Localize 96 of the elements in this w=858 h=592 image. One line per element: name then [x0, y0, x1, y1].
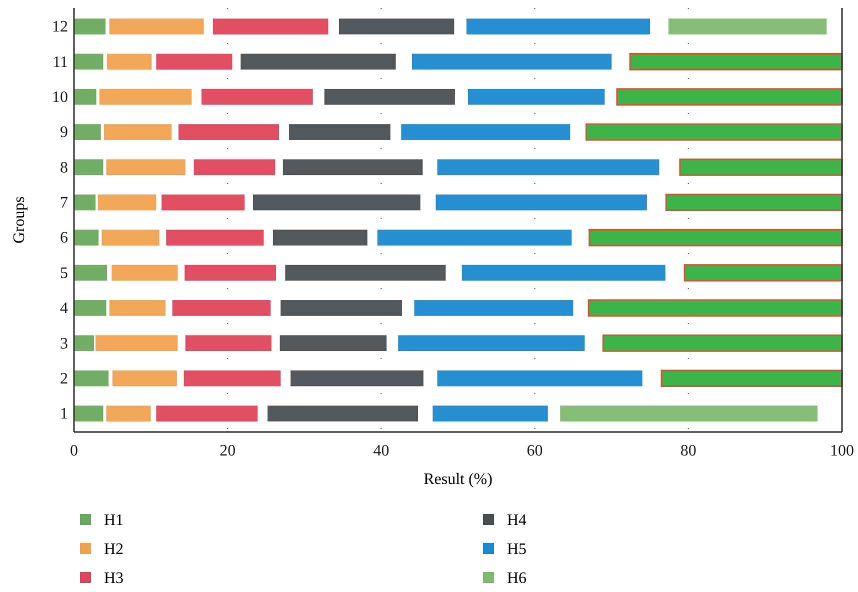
- bar: [99, 88, 192, 105]
- bar: [156, 54, 232, 70]
- bar: [436, 194, 647, 210]
- y-tick-label: 9: [60, 124, 68, 142]
- bar: [112, 370, 177, 386]
- bar: [679, 158, 843, 176]
- y-tick-label: 2: [60, 370, 68, 388]
- bar: [74, 159, 104, 176]
- bar: [74, 370, 109, 386]
- bar: [107, 54, 152, 70]
- y-tick-label: 12: [52, 18, 68, 36]
- bar: [74, 54, 104, 70]
- bar: [629, 52, 843, 70]
- legend-label: H1: [104, 512, 124, 529]
- x-tick-label: 40: [373, 442, 390, 460]
- legend-label: H5: [507, 541, 527, 558]
- bar: [268, 406, 418, 422]
- bar: [74, 18, 106, 34]
- bar: [74, 88, 96, 105]
- y-tick-label: 8: [60, 159, 68, 176]
- bar: [194, 159, 276, 176]
- bar: [74, 230, 99, 246]
- x-tick-label: 80: [680, 442, 696, 460]
- y-tick-label: 1: [60, 406, 68, 423]
- bar: [602, 334, 843, 352]
- legend-label: H4: [507, 512, 527, 529]
- bar: [586, 123, 843, 141]
- bar: [414, 300, 574, 316]
- bar: [437, 370, 642, 386]
- legend-label: H2: [104, 541, 124, 558]
- legend-label: H3: [104, 570, 124, 587]
- y-tick-label: 5: [60, 264, 68, 282]
- bar: [106, 406, 151, 422]
- y-tick-label: 6: [60, 230, 68, 247]
- x-tick-label: 60: [526, 442, 543, 460]
- bar: [432, 406, 548, 422]
- bar: [377, 230, 572, 246]
- bar: [102, 230, 160, 246]
- bar: [412, 54, 612, 70]
- bar: [74, 264, 108, 281]
- bar: [106, 159, 186, 176]
- bar: [289, 124, 390, 140]
- bar: [240, 54, 396, 70]
- x-tick-label: 100: [830, 442, 854, 460]
- bar: [213, 18, 328, 34]
- bar: [437, 159, 660, 176]
- y-tick-label: 11: [52, 54, 68, 71]
- bar: [398, 335, 585, 352]
- bar: [282, 159, 423, 176]
- bar: [74, 300, 106, 316]
- bar: [96, 335, 178, 352]
- bar: [462, 264, 666, 281]
- bar: [166, 230, 264, 246]
- bar: [280, 300, 402, 316]
- bar: [588, 228, 843, 246]
- bar: [324, 88, 455, 105]
- bar: [156, 406, 258, 422]
- bar: [112, 264, 178, 281]
- x-axis-title: Result (%): [424, 471, 492, 488]
- bar: [285, 264, 446, 281]
- legend-label: H6: [507, 570, 527, 587]
- bar: [184, 370, 281, 386]
- bar: [401, 124, 570, 140]
- bar: [201, 88, 313, 105]
- bar: [74, 335, 94, 352]
- y-tick-label: 4: [60, 300, 68, 318]
- bar: [338, 18, 454, 34]
- y-axis-title: Groups: [11, 196, 28, 244]
- y-tick-label: 10: [52, 88, 68, 106]
- bar: [172, 300, 271, 316]
- bar: [684, 264, 843, 282]
- bar: [109, 18, 204, 34]
- y-tick-label: 7: [60, 194, 68, 212]
- bar: [468, 88, 605, 105]
- bar: [660, 370, 843, 388]
- bar: [74, 124, 101, 140]
- bar: [588, 299, 843, 317]
- bar: [98, 194, 156, 210]
- bar: [185, 335, 272, 352]
- bar: [616, 88, 843, 106]
- bar: [104, 124, 172, 140]
- bar: [290, 370, 424, 386]
- y-tick-label: 3: [60, 335, 68, 352]
- bar: [178, 124, 280, 140]
- bar: [252, 194, 420, 210]
- bar: [74, 406, 104, 422]
- x-tick-label: 20: [220, 442, 236, 460]
- bar: [162, 194, 244, 210]
- bar: [466, 18, 650, 34]
- bar: [184, 264, 276, 281]
- bar: [74, 194, 96, 210]
- x-tick-label: 0: [70, 442, 78, 460]
- bar: [272, 230, 368, 246]
- bar: [109, 300, 166, 316]
- bar: [280, 335, 387, 352]
- bar: [665, 194, 843, 212]
